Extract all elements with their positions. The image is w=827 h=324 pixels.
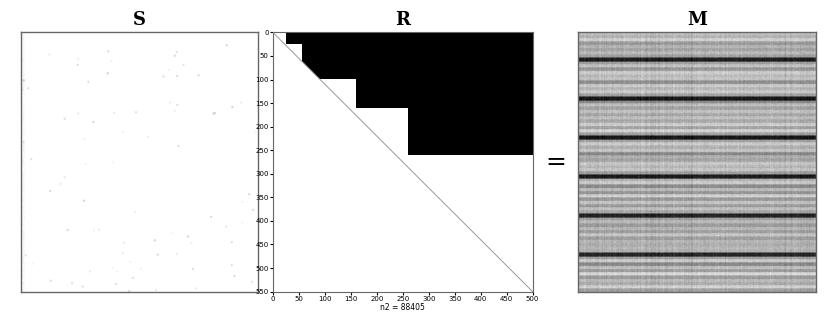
Title: R: R (394, 11, 409, 29)
Text: =: = (544, 150, 566, 174)
Title: S: S (132, 11, 146, 29)
Title: M: M (686, 11, 706, 29)
X-axis label: n2 = 88405: n2 = 88405 (380, 303, 424, 312)
